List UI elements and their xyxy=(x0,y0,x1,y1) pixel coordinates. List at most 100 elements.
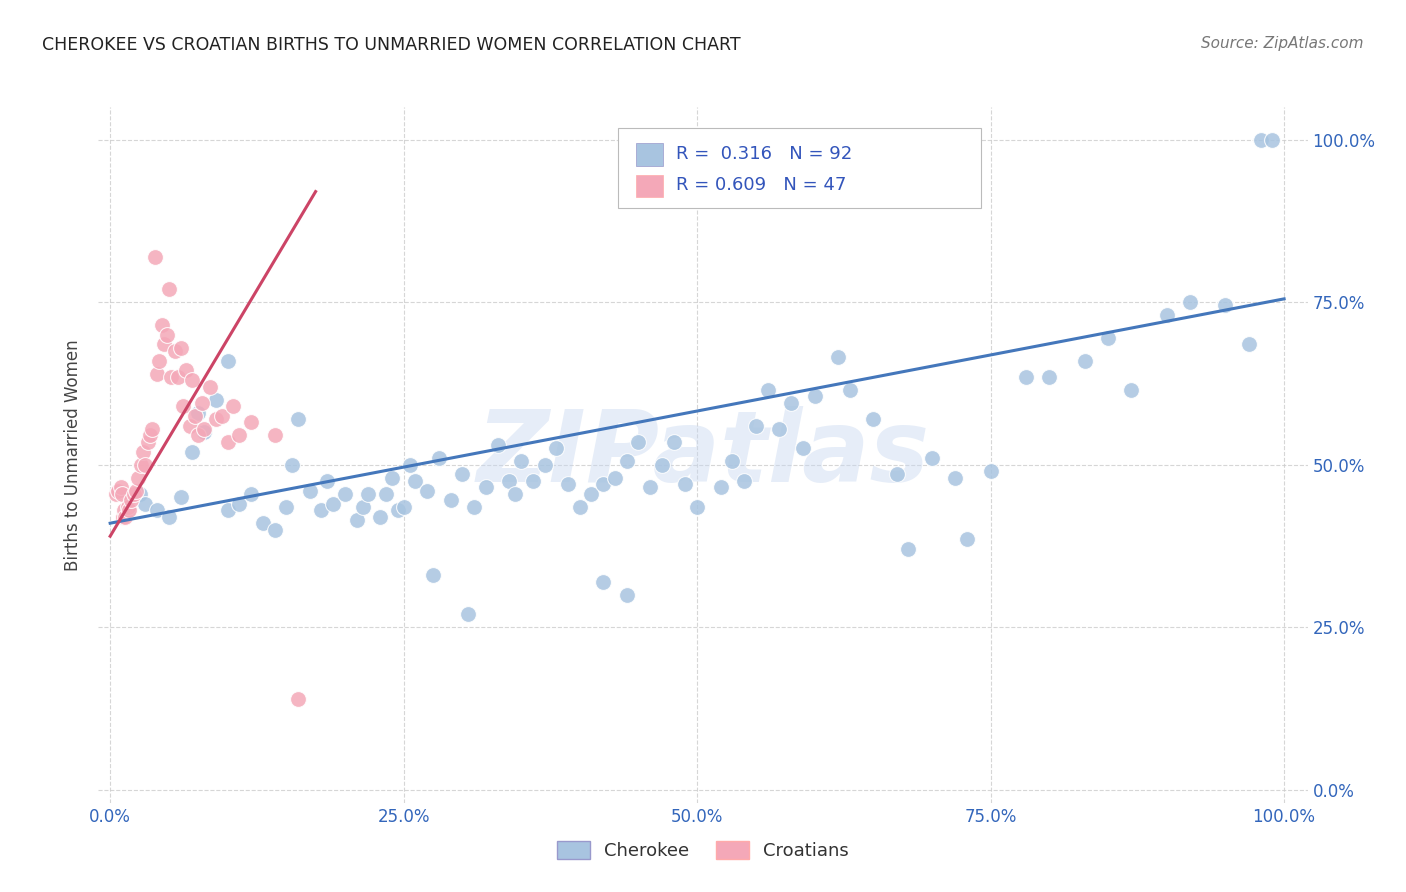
Point xyxy=(827,351,849,365)
Point xyxy=(1038,370,1060,384)
Point xyxy=(107,483,129,498)
Point xyxy=(134,458,156,472)
Point xyxy=(125,483,148,498)
Point xyxy=(132,444,155,458)
Point xyxy=(139,428,162,442)
Point xyxy=(217,353,239,368)
Point xyxy=(240,487,263,501)
Point xyxy=(1097,331,1119,345)
Point xyxy=(157,282,180,296)
Point xyxy=(150,318,173,332)
Point xyxy=(404,474,426,488)
Point xyxy=(298,483,321,498)
Point xyxy=(322,497,344,511)
FancyBboxPatch shape xyxy=(637,175,664,197)
Text: Source: ZipAtlas.com: Source: ZipAtlas.com xyxy=(1201,36,1364,51)
Point xyxy=(169,490,191,504)
Text: CHEROKEE VS CROATIAN BIRTHS TO UNMARRIED WOMEN CORRELATION CHART: CHEROKEE VS CROATIAN BIRTHS TO UNMARRIED… xyxy=(42,36,741,54)
Point xyxy=(792,442,814,456)
Point xyxy=(129,458,152,472)
Point xyxy=(381,471,404,485)
Point xyxy=(136,434,159,449)
Point xyxy=(710,480,733,494)
Point xyxy=(148,353,170,368)
Point xyxy=(427,451,450,466)
Point xyxy=(240,416,263,430)
Text: R =  0.316   N = 92: R = 0.316 N = 92 xyxy=(676,145,852,163)
Point xyxy=(155,327,177,342)
Point xyxy=(316,474,339,488)
Point xyxy=(217,503,239,517)
Point xyxy=(228,428,250,442)
Point xyxy=(368,509,391,524)
Point xyxy=(475,480,498,494)
Point xyxy=(143,250,166,264)
Point xyxy=(287,691,309,706)
Point xyxy=(211,409,233,423)
Point xyxy=(181,444,204,458)
Point xyxy=(1073,353,1095,368)
Point xyxy=(160,370,183,384)
Point xyxy=(733,474,755,488)
Point xyxy=(768,422,790,436)
Point xyxy=(179,418,201,433)
Point xyxy=(163,343,186,358)
Point xyxy=(510,454,533,468)
Point xyxy=(603,471,626,485)
Point xyxy=(112,503,135,517)
Point xyxy=(141,422,163,436)
Point xyxy=(686,500,709,514)
Point xyxy=(616,588,638,602)
Point xyxy=(281,458,304,472)
Point xyxy=(157,509,180,524)
Point xyxy=(193,422,215,436)
Point xyxy=(187,406,209,420)
Point xyxy=(546,442,568,456)
Point xyxy=(375,487,398,501)
Point xyxy=(945,471,967,485)
Point xyxy=(921,451,943,466)
Point xyxy=(673,477,696,491)
Point xyxy=(346,513,368,527)
Point xyxy=(756,383,779,397)
Point xyxy=(581,487,603,501)
Point xyxy=(187,428,209,442)
Point xyxy=(287,412,309,426)
Point xyxy=(1250,132,1272,146)
Point xyxy=(897,542,920,557)
Point xyxy=(721,454,744,468)
Point xyxy=(128,487,150,501)
Point xyxy=(176,363,198,377)
Point xyxy=(392,500,415,514)
Point xyxy=(118,503,141,517)
Point xyxy=(980,464,1002,478)
Point xyxy=(252,516,274,531)
Point xyxy=(1015,370,1038,384)
Point xyxy=(486,438,509,452)
Point xyxy=(416,483,439,498)
Point xyxy=(638,480,661,494)
Point xyxy=(263,523,285,537)
Point xyxy=(422,568,444,582)
Point xyxy=(387,503,409,517)
Point xyxy=(204,412,226,426)
FancyBboxPatch shape xyxy=(619,128,981,208)
Point xyxy=(127,471,149,485)
Point xyxy=(193,425,215,439)
Point xyxy=(745,418,768,433)
Point xyxy=(172,399,194,413)
Point xyxy=(592,477,614,491)
Point xyxy=(105,487,128,501)
Point xyxy=(112,509,135,524)
Point xyxy=(1215,298,1237,312)
Point xyxy=(838,383,860,397)
Point xyxy=(463,500,485,514)
Point xyxy=(111,487,134,501)
Text: R = 0.609   N = 47: R = 0.609 N = 47 xyxy=(676,176,846,194)
Point xyxy=(568,500,591,514)
Point xyxy=(120,493,142,508)
Point xyxy=(498,474,520,488)
Point xyxy=(117,500,139,514)
Point xyxy=(181,373,204,387)
Point xyxy=(398,458,420,472)
